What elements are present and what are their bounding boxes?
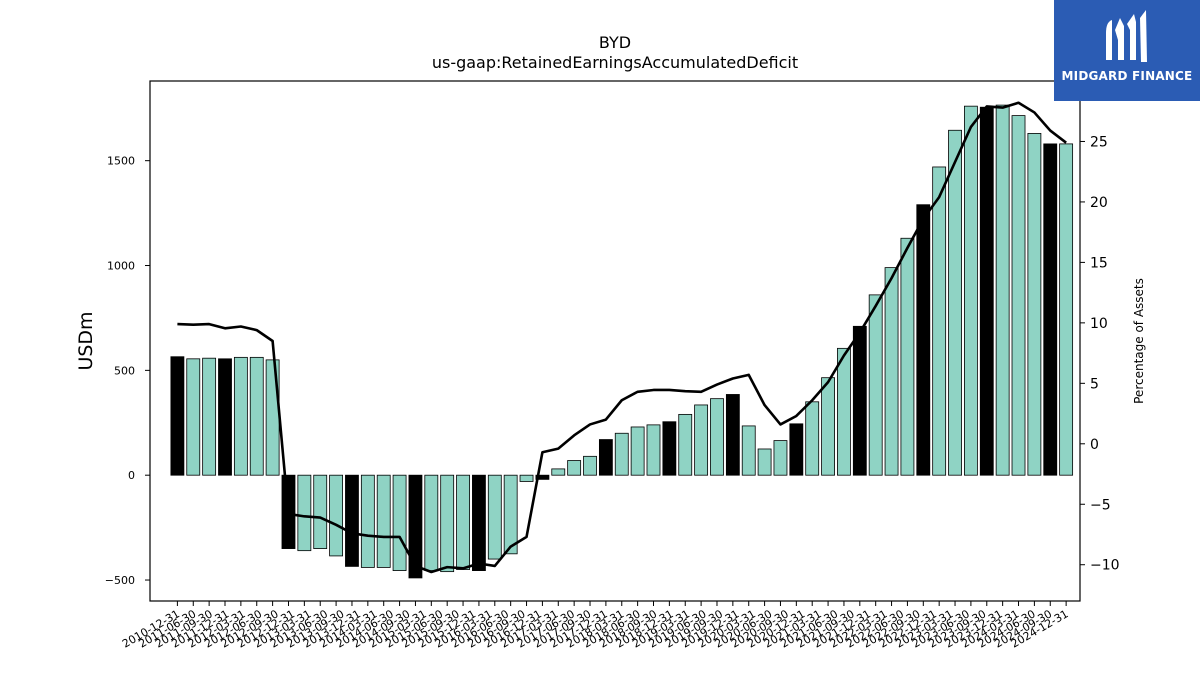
bar	[487, 474, 502, 560]
bar	[202, 357, 217, 476]
bar	[408, 474, 423, 579]
bar	[789, 423, 804, 476]
bar	[376, 474, 391, 568]
bar	[741, 425, 756, 476]
bar	[694, 404, 709, 476]
bar	[630, 426, 645, 476]
bar	[725, 394, 740, 476]
y2-tick-label: 15	[1090, 255, 1108, 271]
midgard-logo-icon	[1106, 10, 1147, 62]
y2-tick-label: 25	[1090, 134, 1108, 150]
bar	[1027, 133, 1042, 476]
y2-tick-label: 20	[1090, 195, 1108, 211]
bar	[456, 474, 470, 570]
y2-tick-label: −5	[1090, 497, 1111, 513]
bar	[1011, 115, 1026, 476]
x-axis: 2010-12-312011-06-302011-09-302011-12-31…	[120, 601, 1071, 651]
bar	[472, 474, 486, 571]
y-tick-label: 500	[114, 364, 135, 377]
chart-subtitle: us-gaap:RetainedEarningsAccumulatedDefic…	[432, 53, 798, 72]
bar	[948, 129, 962, 476]
bar	[567, 460, 582, 476]
plot-frame	[149, 80, 1081, 602]
bar	[868, 294, 883, 476]
bar	[440, 474, 455, 573]
bar	[900, 237, 915, 476]
bar	[932, 166, 947, 476]
bar	[583, 455, 597, 476]
y2-tick-label: 10	[1090, 316, 1108, 332]
y2-axis-label: Percentage of Assets	[1132, 278, 1146, 404]
bar	[551, 468, 566, 476]
y-tick-label: 1500	[107, 155, 135, 168]
bar	[249, 356, 264, 476]
bar	[852, 325, 867, 476]
bar	[535, 474, 550, 480]
bar	[1059, 143, 1074, 476]
bar	[805, 401, 820, 476]
brand-name: MIDGARD FINANCE	[1061, 69, 1193, 83]
bar	[710, 398, 724, 476]
chart-title: BYD	[599, 33, 631, 52]
bar	[614, 432, 629, 476]
bar	[821, 377, 835, 476]
percentage-line	[177, 101, 1067, 574]
bar	[297, 474, 312, 552]
bar	[995, 104, 1010, 476]
bar	[503, 474, 518, 555]
line-series	[177, 101, 1067, 574]
bar	[186, 358, 201, 476]
bar	[678, 413, 693, 476]
bar	[233, 356, 248, 476]
bar	[519, 474, 534, 482]
bar	[392, 474, 407, 571]
bar	[170, 356, 185, 476]
bar	[964, 105, 978, 476]
bar	[424, 474, 439, 571]
y2-tick-label: 0	[1090, 437, 1099, 453]
y-axis-left: −500 0 500 1000 1500	[105, 155, 150, 587]
bar	[598, 439, 613, 476]
bar	[662, 421, 677, 476]
y-axis-label: USDm	[75, 311, 97, 370]
bar-series	[170, 104, 1074, 579]
bar	[837, 347, 851, 476]
bar	[345, 474, 359, 567]
y2-tick-label: −10	[1090, 558, 1120, 574]
bar	[329, 474, 343, 557]
bar	[773, 440, 788, 476]
bar	[757, 448, 772, 476]
y-tick-label: −500	[105, 574, 135, 587]
y2-tick-label: 5	[1090, 376, 1099, 392]
bar	[360, 474, 375, 568]
bar	[218, 358, 232, 476]
y-tick-label: 0	[128, 469, 135, 482]
y-tick-label: 1000	[107, 260, 135, 273]
bar	[313, 474, 328, 549]
bar	[916, 204, 931, 476]
y-axis-right: −10 −5 0 5 10 15 20 25	[1080, 134, 1120, 574]
bar	[646, 424, 661, 476]
bar	[979, 106, 994, 476]
bar	[1043, 143, 1058, 476]
bar	[884, 267, 899, 476]
midgard-finance-logo: MIDGARD FINANCE	[1054, 0, 1200, 101]
